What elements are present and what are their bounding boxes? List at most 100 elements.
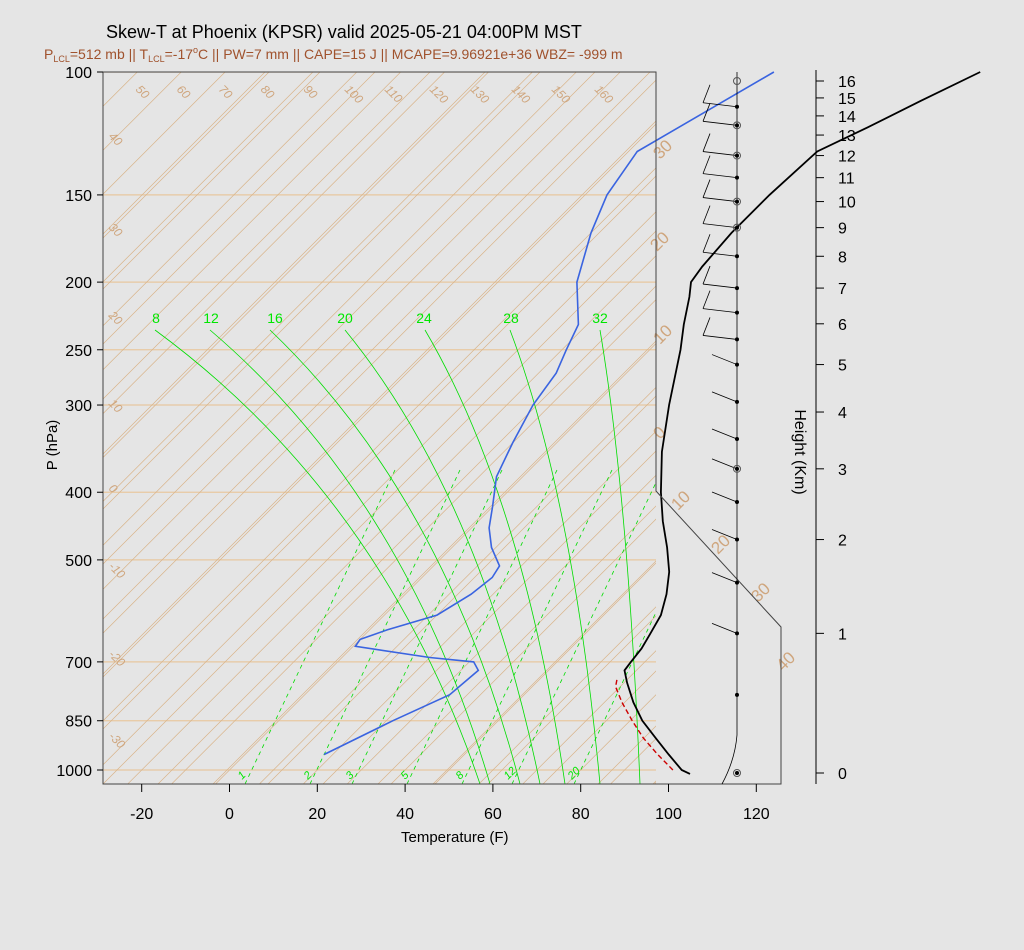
isotherm-line bbox=[171, 299, 656, 784]
isotherm-line bbox=[103, 72, 226, 195]
pressure-tick-label: 100 bbox=[65, 65, 92, 82]
height-tick-label: 14 bbox=[838, 109, 856, 126]
adiabat-line bbox=[983, 0, 1024, 784]
adiabat-line bbox=[928, 0, 1024, 784]
adiabat-line bbox=[432, 560, 656, 784]
wind-barb bbox=[702, 308, 738, 314]
temperature-tick-label: 0 bbox=[225, 806, 234, 823]
adiabat-line bbox=[103, 72, 541, 510]
pressure-tick-label: 400 bbox=[65, 485, 92, 502]
wind-barb bbox=[711, 428, 738, 440]
isotherm-line bbox=[103, 72, 621, 590]
x-axis-label: Temperature (F) bbox=[401, 829, 509, 846]
isotherm-line bbox=[346, 474, 656, 784]
series-dewpoint-line bbox=[323, 71, 775, 756]
wind-barb bbox=[702, 335, 738, 340]
wind-barb-flag bbox=[702, 179, 711, 198]
wind-barb bbox=[702, 120, 738, 126]
isotherm-line bbox=[103, 72, 314, 283]
height-tick-label: 7 bbox=[838, 281, 847, 298]
wind-barb-flag bbox=[702, 84, 711, 103]
pressure-tick-label: 500 bbox=[65, 553, 92, 570]
height-tick-label: 4 bbox=[838, 405, 847, 422]
subtitle-p-lcl: P bbox=[44, 46, 53, 62]
moist-adiabat-line bbox=[424, 329, 566, 784]
theta-e-label: 8 bbox=[152, 310, 160, 326]
theta-e-label: 16 bbox=[267, 310, 283, 326]
height-tick-label: 9 bbox=[838, 221, 847, 238]
wind-barb bbox=[702, 251, 738, 257]
mixing-ratio-lines bbox=[154, 329, 656, 784]
adiabat-line bbox=[597, 725, 656, 784]
temperature-tick-label: 40 bbox=[396, 806, 414, 823]
adiabat-line bbox=[103, 120, 656, 675]
height-tick-label: 16 bbox=[838, 74, 856, 91]
height-tick-label: 6 bbox=[838, 317, 847, 334]
height-tick-label: 8 bbox=[838, 249, 847, 266]
moist-adiabat-line bbox=[209, 329, 491, 784]
temperature-tick-label: 80 bbox=[572, 806, 590, 823]
wind-level-dot bbox=[735, 692, 739, 697]
isotherm-line bbox=[103, 72, 270, 239]
adiabat-line bbox=[103, 175, 656, 730]
pressure-tick-label: 850 bbox=[65, 714, 92, 731]
adiabat-line bbox=[103, 72, 596, 565]
pressure-tick-label: 200 bbox=[65, 275, 92, 292]
y-axis-label: P (hPa) bbox=[44, 420, 61, 471]
plot-area bbox=[103, 72, 656, 784]
wind-calm-circle bbox=[733, 769, 741, 777]
wind-barb bbox=[702, 283, 738, 289]
adiabat-line bbox=[103, 72, 651, 620]
wind-barb bbox=[702, 173, 738, 179]
isotherm-line bbox=[103, 123, 656, 678]
theta-e-label: 28 bbox=[503, 310, 519, 326]
isotherm-line bbox=[434, 562, 656, 784]
height-tick-label: 3 bbox=[838, 462, 847, 479]
pressure-tick-label: 150 bbox=[65, 188, 92, 205]
height-tick-label: 13 bbox=[838, 128, 856, 145]
wind-barb bbox=[711, 622, 738, 634]
isotherm-label-right: 40 bbox=[772, 648, 799, 675]
isotherm-line bbox=[103, 211, 656, 766]
isotherm-line bbox=[522, 650, 656, 784]
height-tick-label: 10 bbox=[838, 195, 856, 212]
wind-barb bbox=[702, 151, 738, 156]
pressure-tick-label: 300 bbox=[65, 398, 92, 415]
adiabat-line bbox=[157, 285, 656, 784]
isotherm-label-right: 30 bbox=[747, 579, 774, 606]
subtitle-degree: o bbox=[193, 45, 198, 55]
wind-barb bbox=[711, 572, 738, 584]
wind-barb bbox=[711, 529, 738, 540]
theta-e-label: 24 bbox=[416, 310, 432, 326]
mixing-ratio-line bbox=[406, 469, 558, 784]
isotherm-line bbox=[698, 72, 1024, 785]
isotherm-line bbox=[103, 167, 656, 722]
isotherm-label-right: 10 bbox=[667, 487, 694, 514]
isotherm-line bbox=[478, 606, 656, 784]
chart-title: Skew-T at Phoenix (KPSR) valid 2025-05-2… bbox=[106, 22, 582, 42]
adiabat-line bbox=[103, 72, 431, 400]
isotherm-line bbox=[302, 430, 656, 784]
subtitle-t-lcl-sub: LCL bbox=[148, 54, 165, 64]
height-tick-label: 15 bbox=[838, 91, 856, 108]
height-tick-label: 5 bbox=[838, 358, 847, 375]
isotherm-label-right: 20 bbox=[707, 531, 734, 558]
isotherm-line bbox=[103, 72, 533, 502]
wind-barb-flag bbox=[702, 155, 711, 174]
isotherm-line bbox=[829, 72, 1024, 785]
adiabat-line bbox=[103, 72, 486, 455]
subtitle-p-lcl-value: =512 mb || T bbox=[70, 46, 149, 62]
wind-staff bbox=[721, 72, 738, 785]
wind-barb-flag bbox=[702, 290, 711, 309]
wind-level-dot bbox=[735, 771, 739, 775]
mixing-ratio-line bbox=[309, 469, 461, 784]
adiabat-line bbox=[487, 615, 656, 784]
theta-e-label: 20 bbox=[337, 310, 353, 326]
moist-adiabat-line bbox=[344, 329, 541, 784]
temperature-tick-label: 120 bbox=[743, 806, 770, 823]
mixing-ratio-line bbox=[461, 469, 613, 784]
adiabat-line bbox=[763, 0, 1024, 784]
wind-calm-circle bbox=[733, 197, 741, 206]
